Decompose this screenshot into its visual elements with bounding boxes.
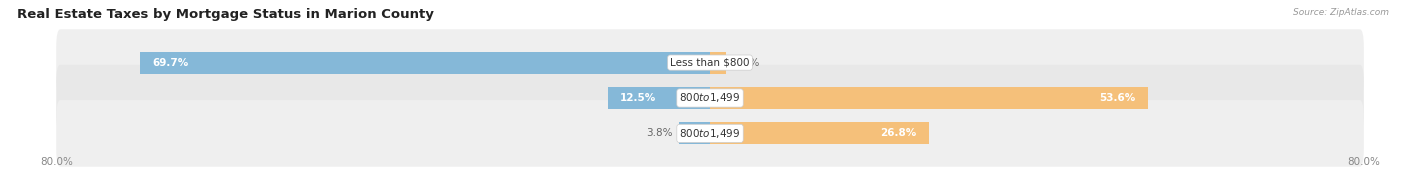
Text: $800 to $1,499: $800 to $1,499 bbox=[679, 127, 741, 140]
Bar bbox=[710, 122, 929, 144]
Text: 12.5%: 12.5% bbox=[620, 93, 657, 103]
Text: 2.0%: 2.0% bbox=[733, 58, 759, 68]
Text: Less than $800: Less than $800 bbox=[671, 58, 749, 68]
Text: 53.6%: 53.6% bbox=[1099, 93, 1136, 103]
Text: 26.8%: 26.8% bbox=[880, 128, 917, 138]
Bar bbox=[710, 87, 1149, 109]
Bar bbox=[607, 87, 710, 109]
FancyBboxPatch shape bbox=[56, 29, 1364, 96]
Text: 3.8%: 3.8% bbox=[645, 128, 672, 138]
FancyBboxPatch shape bbox=[56, 100, 1364, 167]
Text: $800 to $1,499: $800 to $1,499 bbox=[679, 92, 741, 104]
Bar bbox=[679, 122, 710, 144]
Text: Source: ZipAtlas.com: Source: ZipAtlas.com bbox=[1294, 8, 1389, 17]
Text: 69.7%: 69.7% bbox=[153, 58, 188, 68]
FancyBboxPatch shape bbox=[56, 65, 1364, 131]
Bar bbox=[710, 52, 727, 74]
Bar bbox=[141, 52, 710, 74]
Text: Real Estate Taxes by Mortgage Status in Marion County: Real Estate Taxes by Mortgage Status in … bbox=[17, 8, 433, 21]
